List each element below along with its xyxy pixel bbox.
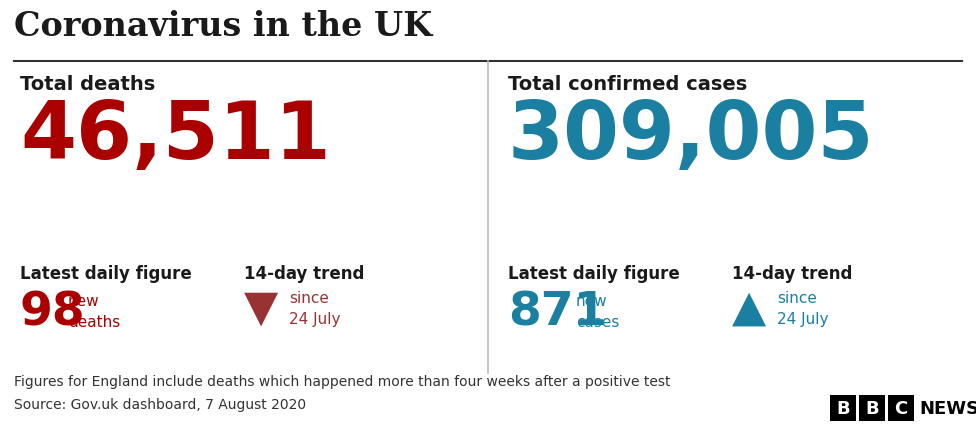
Text: Figures for England include deaths which happened more than four weeks after a p: Figures for England include deaths which… (14, 374, 671, 388)
Text: 46,511: 46,511 (20, 98, 331, 176)
Text: new
deaths: new deaths (68, 293, 120, 329)
Text: Total deaths: Total deaths (20, 75, 155, 94)
Text: ▼: ▼ (244, 286, 278, 329)
Text: new
cases: new cases (576, 293, 620, 329)
Text: C: C (894, 399, 908, 417)
Text: NEWS: NEWS (919, 399, 976, 417)
Text: Coronavirus in the UK: Coronavirus in the UK (14, 10, 432, 43)
FancyBboxPatch shape (888, 395, 914, 421)
Text: Total confirmed cases: Total confirmed cases (508, 75, 748, 94)
Text: since
24 July: since 24 July (777, 290, 829, 326)
Text: 98: 98 (20, 289, 86, 334)
Text: Latest daily figure: Latest daily figure (20, 264, 191, 283)
FancyBboxPatch shape (859, 395, 885, 421)
Text: since
24 July: since 24 July (289, 290, 341, 326)
Text: Source: Gov.uk dashboard, 7 August 2020: Source: Gov.uk dashboard, 7 August 2020 (14, 397, 306, 411)
Text: Latest daily figure: Latest daily figure (508, 264, 679, 283)
Text: 871: 871 (508, 289, 606, 334)
Text: B: B (836, 399, 850, 417)
Text: 309,005: 309,005 (508, 98, 874, 176)
FancyBboxPatch shape (830, 395, 856, 421)
Text: 14-day trend: 14-day trend (244, 264, 364, 283)
Text: 14-day trend: 14-day trend (732, 264, 852, 283)
Text: ▲: ▲ (732, 286, 766, 329)
Text: B: B (865, 399, 878, 417)
